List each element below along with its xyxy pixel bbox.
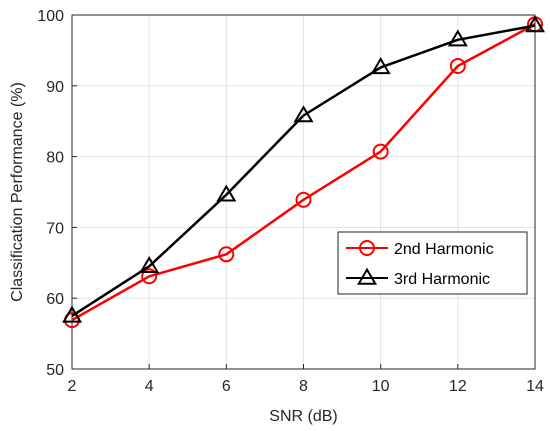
y-tick-label: 50 [46,362,64,379]
x-tick-label: 10 [372,378,390,395]
y-tick-label: 60 [46,291,64,308]
data-point-triangle [525,15,546,33]
legend-label-2nd-harmonic: 2nd Harmonic [394,241,494,258]
x-tick-label: 4 [145,378,154,395]
data-point-circle [141,268,158,285]
data-point-triangle [293,105,314,123]
data-point-circle [218,246,235,263]
data-point-circle [295,191,312,208]
x-tick-label: 8 [299,378,308,395]
data-point-circle [449,57,466,74]
x-tick-label: 14 [526,378,544,395]
series-line [71,23,536,322]
x-tick-label: 2 [68,378,77,395]
data-point-triangle [139,256,160,273]
axes: 2 4 6 8 10 12 14 50 60 70 80 90 100 [37,8,544,395]
legend: 2nd Harmonic 3rd Harmonic [337,231,528,295]
legend-label-3rd-harmonic: 3rd Harmonic [394,271,490,288]
y-axis-label: Classification Performance (%) [9,82,26,302]
data-point-circle [372,143,389,160]
series-line [71,24,536,317]
x-axis-label: SNR (dB) [269,408,337,425]
data-point-triangle [447,29,468,47]
y-tick-label: 100 [37,8,64,25]
data-point-triangle [370,57,391,75]
data-point-triangle [216,184,237,202]
x-tick-label: 6 [222,378,231,395]
series-layer [62,15,546,329]
y-tick-label: 90 [46,79,64,96]
legend-marker-circle [359,240,375,256]
y-tick-label: 80 [46,150,64,167]
y-tick-label: 70 [46,220,64,237]
legend-marker-triangle [357,267,378,285]
data-point-triangle [62,305,83,323]
series-3rd-harmonic [62,15,546,323]
x-tick-label: 12 [449,378,467,395]
